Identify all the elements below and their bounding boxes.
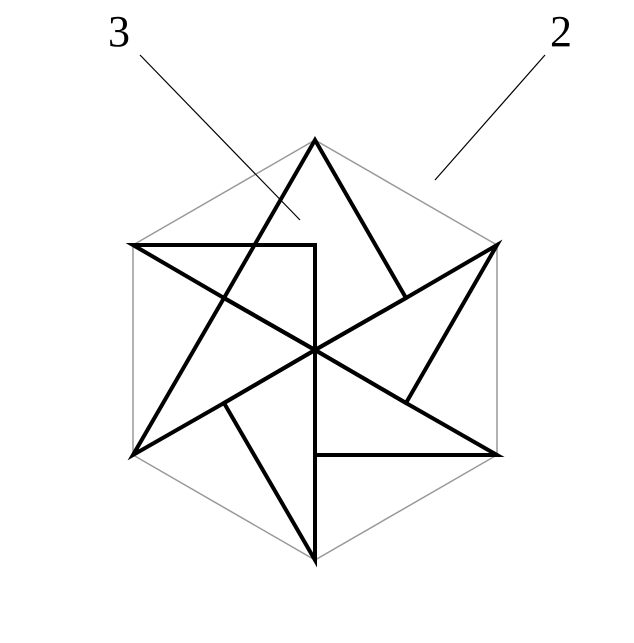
diagram-canvas: 3 2 (0, 0, 634, 643)
callout-label-2: 2 (550, 10, 572, 54)
star-rhombus-4 (133, 298, 315, 455)
geometry-svg (0, 0, 634, 643)
star-rhombus-1 (315, 245, 497, 403)
star-rhombus-5 (133, 245, 315, 350)
star-rhombus-3 (224, 350, 315, 560)
star-rhombus-2 (315, 350, 497, 455)
callout-label-3: 3 (108, 10, 130, 54)
leader-line-1 (435, 55, 545, 180)
